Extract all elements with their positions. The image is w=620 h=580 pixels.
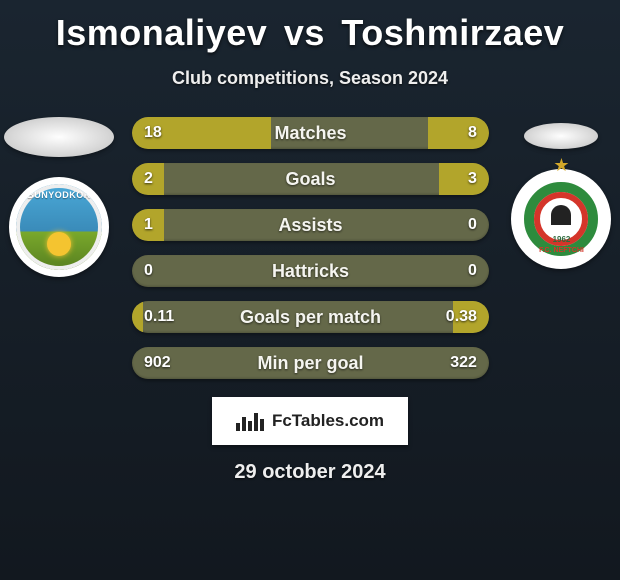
star-icon: ★ — [553, 155, 569, 176]
player2-avatar-placeholder — [524, 123, 598, 149]
stat-row: 00Hattricks — [132, 255, 489, 287]
left-column: BUNYODKOR — [4, 117, 114, 277]
content-row: BUNYODKOR 188Matches 23Goals 10Assists 00Ha… — [0, 117, 620, 379]
right-column: ★ FERGANA 1962 F.C. NEFTCHI — [507, 117, 616, 269]
subtitle: Club competitions, Season 2024 — [0, 68, 620, 89]
stat-row: 23Goals — [132, 163, 489, 195]
stat-label: Assists — [132, 209, 489, 241]
sun-icon — [47, 232, 71, 256]
chart-icon — [236, 411, 264, 431]
stat-row: 188Matches — [132, 117, 489, 149]
stat-label: Goals per match — [132, 301, 489, 333]
team2-year: 1962 — [518, 235, 604, 244]
stat-label: Matches — [132, 117, 489, 149]
team2-top-text: FERGANA — [518, 186, 604, 193]
comparison-infographic: Ismonaliyev vs Toshmirzaev Club competit… — [0, 0, 620, 580]
player2-name: Toshmirzaev — [341, 12, 564, 53]
stat-label: Min per goal — [132, 347, 489, 379]
date-text: 29 october 2024 — [0, 461, 620, 484]
team1-crest: BUNYODKOR — [9, 177, 109, 277]
player1-avatar-placeholder — [4, 117, 114, 157]
team1-crest-text: BUNYODKOR — [16, 190, 102, 200]
stat-label: Hattricks — [132, 255, 489, 287]
player1-name: Ismonaliyev — [56, 12, 268, 53]
stat-label: Goals — [132, 163, 489, 195]
brand-text: FcTables.com — [272, 411, 384, 431]
stats-bars: 188Matches 23Goals 10Assists 00Hattricks 0.1… — [132, 117, 489, 379]
team2-crest: ★ FERGANA 1962 F.C. NEFTCHI — [511, 169, 611, 269]
page-title: Ismonaliyev vs Toshmirzaev — [0, 0, 620, 54]
stat-row: 10Assists — [132, 209, 489, 241]
stat-row: 902322Min per goal — [132, 347, 489, 379]
stat-row: 0.110.38Goals per match — [132, 301, 489, 333]
team2-bottom-text: F.C. NEFTCHI — [518, 247, 604, 254]
vs-separator: vs — [278, 12, 331, 53]
brand-badge: FcTables.com — [212, 397, 408, 445]
